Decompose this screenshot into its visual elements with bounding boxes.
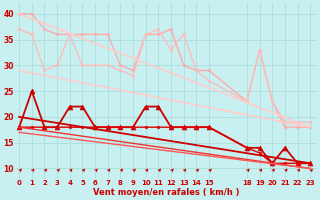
X-axis label: Vent moyen/en rafales ( km/h ): Vent moyen/en rafales ( km/h )	[93, 188, 239, 197]
